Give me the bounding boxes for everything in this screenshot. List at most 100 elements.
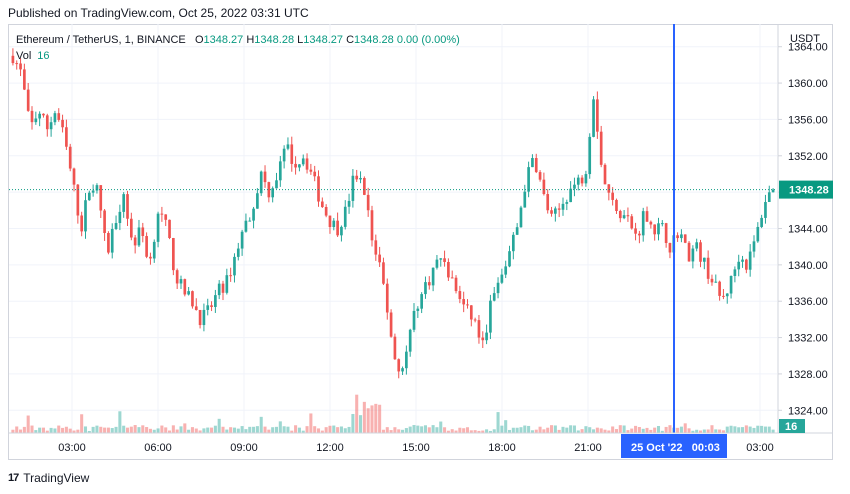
- candles: [11, 48, 775, 379]
- volume-bar: [698, 430, 703, 433]
- volume-bar: [446, 430, 450, 433]
- volume-bar: [561, 426, 565, 433]
- candle-body: [492, 293, 496, 301]
- candle-body: [313, 171, 317, 177]
- candle-body: [615, 199, 618, 211]
- volume-bar: [271, 427, 275, 433]
- volume-bar: [294, 425, 298, 433]
- volume-bar: [389, 430, 393, 433]
- candle-body: [99, 185, 103, 211]
- volume-bar: [488, 430, 492, 433]
- volume-bar: [183, 423, 187, 433]
- volume-bar: [129, 426, 133, 433]
- volume-bar: [198, 430, 202, 433]
- volume-bar: [576, 430, 580, 433]
- volume-bar: [465, 427, 470, 433]
- volume-bar: [385, 427, 389, 433]
- crosshair-time-tag-bg: [621, 434, 727, 458]
- volume-bars: [11, 394, 775, 433]
- volume-bar: [592, 429, 596, 433]
- volume-bar: [603, 429, 607, 433]
- candle-body: [611, 192, 614, 200]
- candle-body: [191, 291, 194, 307]
- candle-body: [271, 188, 275, 198]
- candle-body: [745, 259, 748, 270]
- volume-bar: [53, 428, 57, 433]
- published-caption: Published on TradingView.com, Oct 25, 20…: [8, 6, 309, 20]
- candle-body: [382, 262, 385, 284]
- volume-bar: [710, 425, 714, 433]
- candle-body: [573, 184, 576, 189]
- legend-change: 0.00 (0.00%): [396, 34, 460, 46]
- candle-body: [607, 184, 611, 193]
- candle-body: [752, 241, 756, 252]
- time-tick-label: 03:00: [746, 442, 774, 454]
- candle-body: [645, 211, 649, 222]
- volume-bar: [423, 425, 427, 433]
- candle-body: [320, 201, 324, 207]
- volume-bar: [362, 401, 366, 433]
- legend-open: 1348.27: [203, 34, 244, 46]
- volume-bar: [305, 426, 309, 433]
- candle-body: [767, 192, 771, 203]
- volume-bar: [152, 429, 156, 433]
- volume-bar: [87, 430, 91, 433]
- candle-body: [210, 305, 213, 307]
- volume-bar: [653, 427, 657, 433]
- volume-bar: [282, 426, 286, 433]
- volume-bar: [729, 425, 733, 433]
- candle-body: [565, 202, 569, 204]
- volume-bar: [565, 427, 569, 433]
- candle-body: [523, 191, 527, 208]
- volume-bar: [225, 429, 229, 433]
- candle-body: [347, 200, 351, 207]
- volume-bar: [19, 429, 23, 433]
- candle-body: [252, 208, 255, 221]
- volume-bar: [580, 429, 584, 433]
- candle-body: [301, 158, 305, 165]
- legend-open-label: O: [194, 34, 204, 46]
- volume-bar: [255, 426, 259, 433]
- candle-body: [45, 115, 49, 130]
- candle-body: [57, 113, 61, 120]
- volume-bar: [515, 427, 519, 433]
- candle-body: [118, 211, 122, 224]
- candle-body: [439, 258, 443, 260]
- volume-bar: [637, 427, 641, 433]
- candle-body: [351, 175, 355, 201]
- volume-bar: [408, 426, 412, 433]
- volume-bar: [114, 426, 118, 433]
- volume-bar: [752, 427, 756, 433]
- volume-bar: [718, 429, 722, 433]
- volume-bar: [443, 427, 447, 433]
- candle-body: [592, 99, 595, 137]
- volume-bar: [771, 429, 775, 433]
- candle-body: [332, 220, 336, 228]
- volume-bar: [500, 425, 504, 433]
- candle-body: [534, 158, 538, 173]
- footer-brand[interactable]: 17 TradingView: [8, 471, 89, 485]
- chart-frame[interactable]: [8, 24, 833, 460]
- currency-label: USDT: [790, 33, 820, 45]
- candle-body: [424, 282, 427, 295]
- candle-body: [385, 283, 389, 313]
- volume-bar: [297, 427, 301, 433]
- candle-body: [702, 257, 706, 262]
- candle-body: [359, 178, 362, 180]
- candle-body: [149, 256, 152, 259]
- volume-bar: [420, 426, 424, 433]
- volume-bar: [523, 425, 527, 433]
- volume-bar: [274, 426, 279, 433]
- volume-bar: [626, 430, 630, 433]
- volume-bar: [431, 425, 435, 433]
- volume-bar: [240, 426, 244, 433]
- candle-body: [435, 259, 439, 268]
- volume-bar: [95, 425, 99, 433]
- volume-bar: [607, 430, 611, 433]
- candle-body: [294, 163, 297, 168]
- volume-bar: [618, 425, 622, 433]
- candle-body: [259, 171, 263, 194]
- candle-body: [84, 200, 87, 232]
- candle-body: [588, 136, 592, 175]
